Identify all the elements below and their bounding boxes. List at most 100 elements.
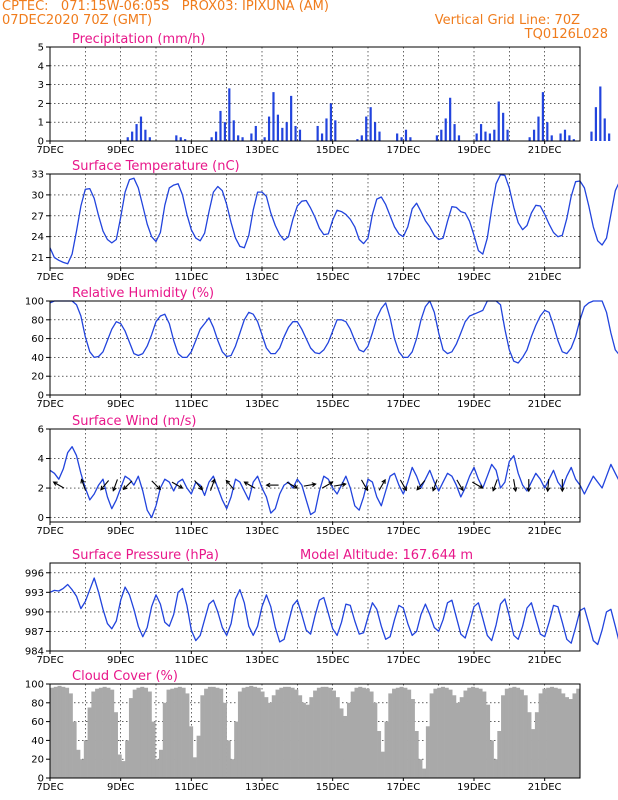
wind-arrow (194, 480, 203, 491)
y-tick-label: 990 (25, 607, 44, 618)
cloud-bar (433, 688, 438, 778)
x-tick-label: 13DEC (245, 145, 279, 156)
cloud-bar (395, 687, 400, 778)
wind-arrow-head (402, 486, 407, 492)
precip-bar (329, 103, 332, 141)
x-tick-label: 13DEC (245, 526, 279, 537)
y-tick-label: 80 (31, 698, 44, 709)
x-tick-label: 15DEC (316, 782, 350, 793)
precip-bar (449, 97, 452, 141)
cloud-bar (283, 686, 288, 778)
pressure-panel: 984 987 990 993 996 7DEC 9DEC 11DEC 13DEC 15DEC 17… (25, 548, 618, 666)
precip-bar (457, 135, 461, 141)
precip-bar (568, 135, 571, 141)
precip-bar (250, 133, 253, 141)
cloud-bar (328, 687, 333, 778)
precip-bar (479, 124, 483, 141)
vertical-grid-label: Vertical Grid Line: 70Z (434, 13, 580, 28)
x-tick-label: 19DEC (457, 782, 491, 793)
precip-bar (409, 137, 412, 141)
wind-arrow (209, 478, 216, 491)
y-tick-label: 60 (31, 717, 44, 728)
cloud-bar (170, 688, 175, 778)
cloud-bar (478, 688, 483, 778)
precip-bar (210, 137, 213, 141)
y-tick-label: 24 (31, 232, 44, 243)
cloud-bar (57, 685, 62, 778)
wind-arrow-shaft (492, 479, 498, 491)
precip-bar (559, 133, 562, 141)
precip-bar (541, 92, 544, 141)
cloud-bar (268, 702, 273, 778)
cloud-bar (350, 691, 355, 778)
x-tick-label: 9DEC (107, 655, 134, 666)
cloud-bar (151, 721, 156, 778)
wind-arrow-shaft (80, 479, 87, 491)
x-tick-label: 11DEC (174, 272, 208, 283)
cloud-bar (361, 687, 367, 778)
cloud-bar (132, 689, 137, 778)
cloud-bar (80, 759, 85, 778)
cloud-bar (467, 687, 472, 778)
x-tick-label: 15DEC (316, 655, 350, 666)
y-tick-label: 100 (25, 297, 44, 308)
cloud-bar (365, 688, 370, 778)
rh-panel: 0 20 40 60 80 100 7DEC 9DEC 11DEC 13DEC 15DEC 17DEC… (25, 286, 618, 410)
cloud-bar (204, 688, 209, 778)
y-tick-label: 6 (38, 425, 44, 436)
x-tick-label: 9DEC (107, 782, 134, 793)
y-tick-label: 0 (38, 391, 44, 402)
wind-arrow-shaft (244, 481, 256, 489)
y-tick-label: 996 (25, 568, 44, 579)
wind-arrow (243, 481, 256, 489)
x-tick-label: 7DEC (36, 399, 63, 410)
precip-bar (373, 122, 377, 141)
cloud-bar (354, 687, 359, 778)
plot-frame (49, 428, 581, 523)
cloud-bar (219, 688, 224, 778)
plot-frame (49, 46, 581, 142)
cloud-bar (53, 686, 58, 778)
cloud-bar (189, 726, 194, 778)
cloud-bar (489, 740, 494, 778)
cloud-bar (440, 686, 445, 778)
cloud-bar (177, 686, 182, 778)
cloud-bar (128, 698, 133, 778)
cloud-bar (237, 691, 243, 778)
cloud-panel: 0 20 40 60 80 100 7DEC 9DEC 11DEC 13DEC 15DEC 17DEC… (25, 669, 581, 793)
precip-bar (444, 118, 447, 141)
x-tick-label: 11DEC (174, 145, 208, 156)
cloud-bar (516, 687, 521, 778)
cloud-bar (455, 702, 461, 778)
cloud-bar (249, 685, 254, 778)
cloud-bar (222, 702, 227, 778)
wind-arrow-shaft (151, 480, 161, 490)
x-tick-label: 9DEC (107, 399, 134, 410)
cloud-bar (508, 687, 513, 778)
temp-title: Surface Temperature (nC) (72, 159, 240, 174)
precip-bar (356, 139, 359, 141)
x-tick-label: 13DEC (245, 399, 279, 410)
precip-bar (400, 137, 403, 141)
wind-arrow-head (225, 479, 231, 485)
precip-bar (404, 129, 408, 141)
y-tick-label: 0 (38, 774, 44, 785)
precip-bar (360, 135, 363, 141)
wind-arrow (512, 479, 518, 493)
wind-arrow (171, 481, 184, 489)
y-tick-label: 100 (25, 680, 44, 691)
y-tick-label: 3 (38, 80, 44, 91)
wind-arrow (151, 480, 162, 491)
cloud-bar (437, 687, 442, 778)
station-info: CPTEC: 071:15W-06:05S PROX03: IPIXUNA (A… (2, 0, 329, 14)
wind-arrow-shaft (456, 479, 464, 491)
cloud-bar (192, 757, 197, 778)
precip-bar (550, 135, 553, 141)
precip-bar (254, 125, 257, 141)
cloud-bar (339, 708, 344, 778)
cloud-bar (271, 695, 276, 778)
wind-arrow (472, 481, 484, 489)
cloud-bar (260, 691, 265, 778)
cloud-bar (234, 721, 239, 778)
cloud-bar (377, 731, 382, 778)
